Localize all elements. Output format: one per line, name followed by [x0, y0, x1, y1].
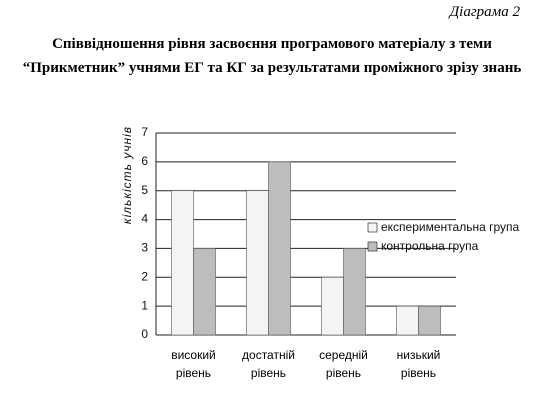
bar — [396, 305, 419, 336]
bar — [418, 305, 441, 336]
y-tick-label: 5 — [141, 183, 148, 197]
legend-label: експериментальна група — [381, 220, 519, 234]
x-tick-label: достатній рівень — [242, 348, 295, 380]
y-tick-label: 0 — [141, 327, 148, 341]
y-tick-label: 1 — [141, 298, 148, 312]
bar — [268, 161, 291, 336]
y-tick-label: 6 — [141, 154, 148, 168]
bar — [321, 276, 344, 336]
y-tick-label: 4 — [141, 212, 148, 226]
legend-swatch — [367, 241, 378, 252]
legend-label: контрольна група — [381, 239, 479, 253]
y-tick-label: 7 — [141, 125, 148, 139]
bar — [343, 248, 366, 336]
x-tick-label: високий рівень — [171, 348, 216, 380]
chart-title: Співвідношення рівня засвоєння програмов… — [22, 36, 522, 76]
y-tick-label: 2 — [141, 269, 148, 283]
figure-number: Діаграма 2 — [449, 4, 520, 20]
x-tick-label: низький рівень — [396, 348, 441, 380]
bar — [171, 190, 194, 336]
y-tick-label: 3 — [141, 241, 148, 255]
x-tick-label: середній рівень — [319, 348, 368, 380]
bar — [246, 190, 269, 336]
y-axis-label: кількість учнів — [120, 126, 134, 224]
legend-swatch — [367, 222, 378, 233]
bar — [193, 248, 216, 336]
